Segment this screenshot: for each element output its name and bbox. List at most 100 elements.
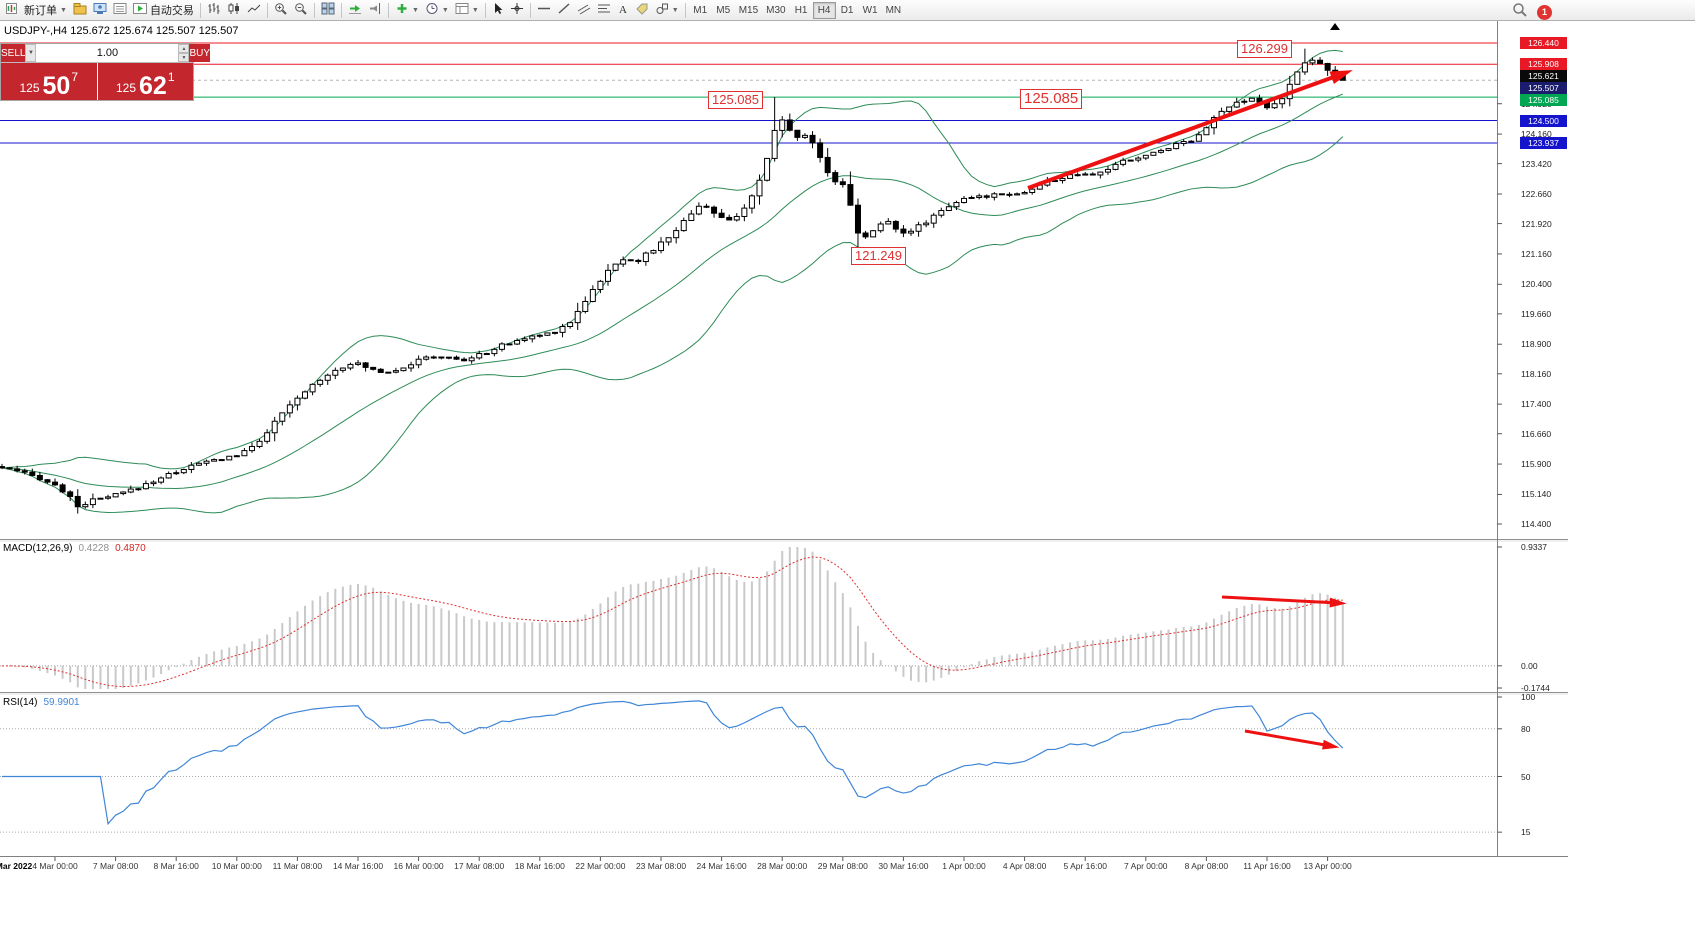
timeframe-h1-button[interactable]: H1 bbox=[790, 2, 813, 19]
volume-up-button[interactable]: ▲ bbox=[178, 44, 190, 53]
price-marker-box: 125.621 bbox=[1520, 70, 1567, 83]
timeframe-h4-button[interactable]: H4 bbox=[812, 1, 836, 19]
timeframe-group: M1 M5 M15 M30 H1 H4 D1 W1 MN bbox=[689, 1, 906, 19]
price-marker-box: 123.937 bbox=[1520, 136, 1567, 149]
indicators-button[interactable]: ▼ bbox=[392, 1, 422, 20]
buy-tab[interactable]: BUY bbox=[189, 44, 211, 62]
axis-tick-label: 100 bbox=[1521, 692, 1536, 702]
time-axis-era-label: Mar 2022 bbox=[0, 861, 33, 871]
axis-tick-label: 114.400 bbox=[1521, 518, 1552, 529]
volume-decrease-button[interactable]: ▼ bbox=[25, 44, 37, 62]
chevron-down-icon: ▼ bbox=[471, 6, 479, 14]
chart-candles-icon bbox=[227, 2, 241, 18]
cursor-button[interactable] bbox=[489, 1, 507, 20]
time-axis-label: 29 Mar 08:00 bbox=[817, 861, 868, 871]
zoom-out-button[interactable] bbox=[291, 1, 311, 20]
tile-windows-button[interactable] bbox=[318, 1, 338, 20]
fibonacci-tool-button[interactable] bbox=[594, 1, 614, 20]
time-axis-label: 24 Mar 16:00 bbox=[696, 861, 747, 871]
rsi-indicator-header: RSI(14) 59.9901 bbox=[3, 697, 80, 708]
axis-tick-label: 115.900 bbox=[1521, 459, 1552, 470]
chart-candles-button[interactable] bbox=[224, 1, 244, 20]
axis-tick-label: 121.920 bbox=[1521, 218, 1552, 229]
axis-tick-label: 120.400 bbox=[1521, 279, 1552, 290]
chart-line-button[interactable] bbox=[244, 1, 264, 20]
label-tool-button[interactable] bbox=[632, 1, 652, 20]
timeframe-m5-button[interactable]: M5 bbox=[712, 2, 735, 19]
time-axis-label: 7 Apr 00:00 bbox=[1124, 861, 1168, 871]
new-order-icon bbox=[6, 2, 21, 18]
horizontal-line-tool-button[interactable] bbox=[534, 1, 554, 20]
macd-main-value: 0.4228 bbox=[78, 543, 110, 554]
algo-trading-label: 自动交易 bbox=[149, 5, 194, 17]
data-window-icon bbox=[113, 2, 127, 18]
timeframe-mn-button[interactable]: MN bbox=[882, 2, 906, 19]
timeframe-m30-button[interactable]: M30 bbox=[762, 2, 789, 19]
axis-tick-label: 115.140 bbox=[1521, 489, 1552, 500]
templates-button[interactable]: ▼ bbox=[452, 1, 482, 20]
new-order-button[interactable]: 新订单 ▼ bbox=[3, 1, 70, 20]
time-axis-label: 30 Mar 16:00 bbox=[878, 861, 929, 871]
algo-trading-icon bbox=[132, 2, 147, 18]
auto-scroll-button[interactable] bbox=[345, 1, 365, 20]
chevron-down-icon: ▼ bbox=[411, 6, 419, 14]
timeframe-d1-button[interactable]: D1 bbox=[836, 2, 859, 19]
crosshair-button[interactable] bbox=[507, 1, 527, 20]
chevron-down-icon: ▼ bbox=[441, 6, 449, 14]
price-marker-box: 126.440 bbox=[1520, 37, 1567, 49]
data-window-button[interactable] bbox=[110, 1, 130, 20]
toolbar: 新订单 ▼ 自动交易 ▼ ▼ ▼ A ▼ M1 M5 M15 M30 H1 H4 D1 W1 M… bbox=[0, 0, 1695, 21]
chart-line-icon bbox=[247, 2, 261, 18]
search-icon[interactable] bbox=[1512, 2, 1528, 22]
profile-button[interactable] bbox=[70, 1, 90, 20]
chart-shift-button[interactable] bbox=[365, 1, 385, 20]
sell-button[interactable]: 125 50 7 bbox=[1, 63, 97, 100]
timeframe-m1-button[interactable]: M1 bbox=[689, 2, 712, 19]
notification-badge[interactable]: 1 bbox=[1537, 4, 1552, 20]
clock-icon bbox=[425, 2, 439, 18]
text-icon: A bbox=[617, 2, 629, 18]
chevron-down-icon: ▼ bbox=[60, 6, 67, 14]
trendline-tool-button[interactable] bbox=[554, 1, 574, 20]
time-axis-label: 14 Mar 16:00 bbox=[332, 861, 384, 871]
axis-tick-label: 123.420 bbox=[1521, 158, 1552, 169]
time-axis-label: 28 Mar 00:00 bbox=[757, 861, 808, 871]
toolbar-separator bbox=[484, 2, 486, 18]
chart-ohlc-header: USDJPY-,H4 125.672 125.674 125.507 125.5… bbox=[4, 25, 239, 37]
chart-bars-button[interactable] bbox=[204, 1, 224, 20]
sell-price-integer: 125 bbox=[19, 81, 40, 95]
axis-tick-label: 50 bbox=[1521, 771, 1531, 782]
axis-tick-label: -0.1744 bbox=[1521, 683, 1550, 693]
axis-tick-label: 15 bbox=[1521, 827, 1531, 838]
market-watch-button[interactable] bbox=[90, 1, 110, 20]
buy-price-integer: 125 bbox=[115, 81, 137, 95]
sell-tab[interactable]: SELL bbox=[1, 44, 26, 62]
trendline-icon bbox=[557, 2, 571, 18]
shapes-tool-button[interactable]: ▼ bbox=[652, 1, 682, 20]
zoom-in-button[interactable] bbox=[271, 1, 291, 20]
timeframe-w1-button[interactable]: W1 bbox=[859, 2, 882, 19]
text-tool-button[interactable]: A bbox=[614, 1, 632, 20]
toolbar-separator bbox=[684, 2, 686, 18]
axis-tick-label: 80 bbox=[1521, 723, 1531, 734]
volume-down-button[interactable]: ▼ bbox=[178, 53, 190, 62]
price-callout: 126.299 bbox=[1237, 40, 1292, 58]
volume-input[interactable] bbox=[36, 44, 179, 62]
axis-tick-label: 116.660 bbox=[1521, 428, 1552, 439]
buy-button[interactable]: 125 62 1 bbox=[97, 63, 193, 100]
channel-icon bbox=[577, 2, 591, 18]
periods-button[interactable]: ▼ bbox=[422, 1, 452, 20]
crosshair-icon bbox=[510, 2, 524, 18]
zoom-out-icon bbox=[294, 2, 308, 18]
price-marker-box: 125.085 bbox=[1520, 94, 1567, 107]
macd-indicator-header: MACD(12,26,9) 0.4228 0.4870 bbox=[3, 543, 146, 554]
macd-signal-value: 0.4870 bbox=[115, 543, 146, 554]
macd-label: MACD(12,26,9) bbox=[3, 543, 73, 554]
sell-price-sup: 7 bbox=[71, 70, 79, 84]
algo-trading-button[interactable]: 自动交易 bbox=[130, 1, 197, 20]
timeframe-m15-button[interactable]: M15 bbox=[735, 2, 762, 19]
chart-shift-icon bbox=[368, 2, 382, 18]
channel-tool-button[interactable] bbox=[574, 1, 594, 20]
svg-text:A: A bbox=[619, 4, 627, 15]
